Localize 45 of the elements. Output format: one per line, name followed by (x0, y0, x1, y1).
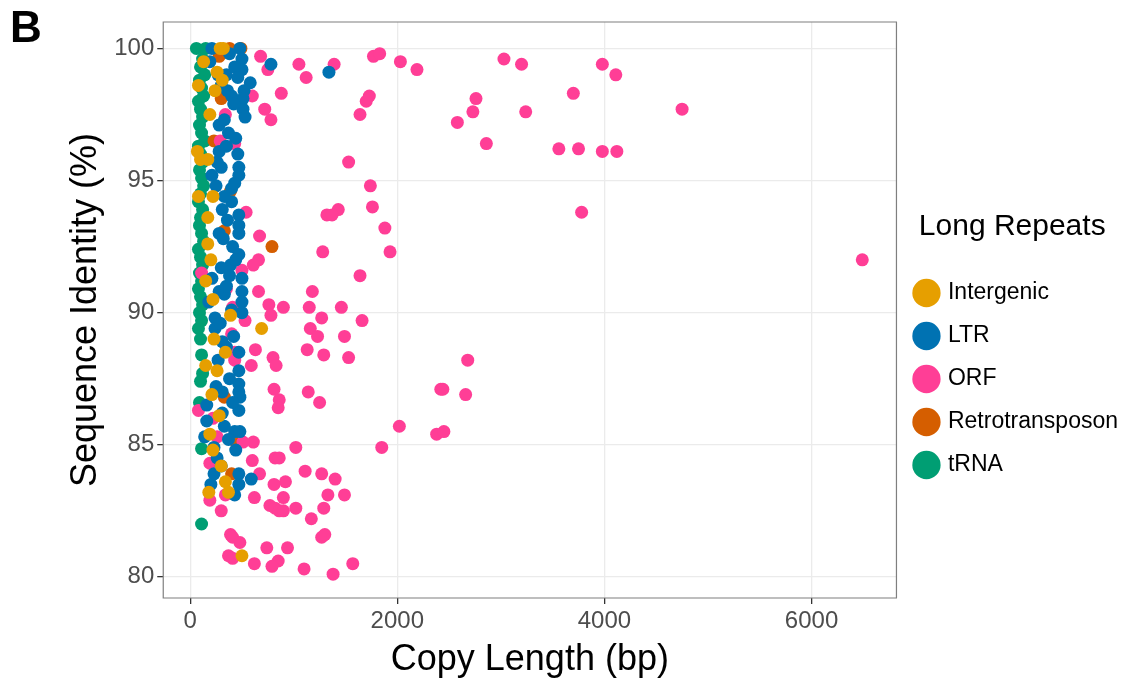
x-tick-label: 4000 (577, 606, 632, 634)
point (224, 308, 238, 322)
legend-label: Retrotransposon (947, 407, 1119, 434)
point (206, 189, 220, 203)
point (201, 237, 215, 251)
y-tick-label: 95 (127, 165, 155, 193)
point (191, 322, 205, 335)
y-axis-title: Sequence Identity (%) (62, 132, 104, 488)
point (195, 442, 209, 456)
legend-label: LTR (947, 321, 990, 348)
x-tick-label: 0 (183, 606, 197, 634)
legend-title: Long Repeats (918, 207, 1106, 241)
y-tick-label: 80 (127, 561, 155, 589)
point (203, 427, 217, 441)
point (199, 358, 213, 372)
point (191, 78, 205, 92)
point (210, 364, 224, 378)
point (199, 274, 213, 288)
point (195, 348, 209, 362)
point (205, 388, 219, 402)
x-tick-label: 6000 (784, 606, 839, 634)
point (265, 240, 279, 254)
x-tick-label: 2000 (370, 606, 424, 634)
point (194, 374, 208, 388)
legend-label: Intergenic (947, 278, 1049, 305)
point (206, 292, 220, 306)
point (202, 485, 216, 499)
legend-label: ORF (947, 364, 997, 391)
point (194, 332, 208, 346)
point (204, 253, 218, 267)
point (255, 322, 269, 335)
point (235, 549, 249, 563)
point (201, 211, 215, 225)
point (195, 517, 209, 531)
y-tick-label: 85 (127, 429, 155, 457)
point (218, 345, 232, 359)
point (203, 107, 217, 121)
point (207, 332, 221, 346)
point (218, 475, 232, 489)
y-tick-label: 90 (127, 297, 155, 325)
point (208, 84, 222, 98)
legend-label: tRNA (947, 450, 1004, 477)
text: B (10, 2, 42, 52)
y-tick-label: 100 (114, 33, 155, 61)
x-axis-title: Copy Length (bp) (390, 637, 669, 679)
